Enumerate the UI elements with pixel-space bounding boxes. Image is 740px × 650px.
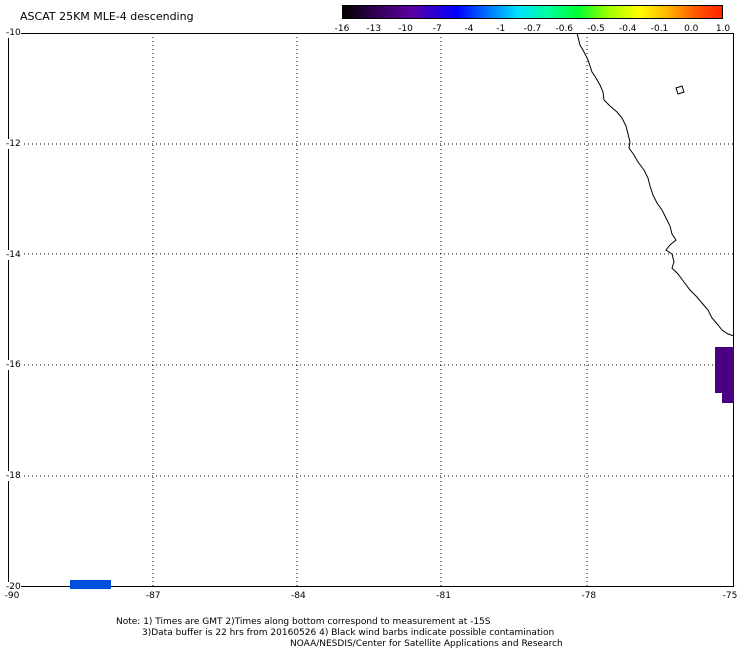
y-axis-tick-label: -14 (6, 249, 21, 260)
x-axis-tick-label: -81 (436, 591, 451, 601)
color-scale-tick-label: -0.1 (650, 24, 669, 34)
color-scale-tick-label: -0.6 (555, 24, 574, 34)
color-scale-bar (342, 5, 723, 19)
y-axis-tick-label: -20 (6, 582, 21, 592)
note-line-3: NOAA/NESDIS/Center for Satellite Applica… (290, 639, 563, 649)
color-scale-tick-label: -10 (398, 24, 413, 34)
gridlines (8, 33, 734, 587)
map-title: ASCAT 25KM MLE-4 descending (20, 10, 194, 23)
y-axis-tick-label: -16 (6, 360, 21, 371)
color-scale-tick-label: -0.4 (618, 24, 637, 34)
color-scale-tick-label: -16 (334, 24, 350, 34)
y-axis-tick-label: -12 (6, 138, 21, 149)
note-line-1: Note: 1) Times are GMT 2)Times along bot… (116, 617, 491, 627)
blue-marker (70, 580, 111, 589)
color-scale-tick-label: -7 (432, 24, 442, 34)
x-axis-tick-label: -87 (145, 591, 161, 601)
color-scale-tick-label: 0.0 (684, 24, 699, 34)
color-scale-tick-label: -0.7 (523, 24, 542, 34)
island (675, 85, 685, 95)
wind-data-patch (715, 347, 734, 403)
color-scale-tick-label: -4 (464, 24, 474, 34)
x-axis-tick-label: -84 (291, 591, 306, 601)
note-line-2: 3)Data buffer is 22 hrs from 20160526 4)… (142, 628, 555, 638)
color-scale-tick-label: 1.0 (715, 24, 731, 34)
x-axis-tick-label: -90 (4, 591, 20, 601)
coastline (576, 32, 735, 337)
color-scale-tick-label: -1 (496, 24, 506, 34)
x-axis-tick-label: -78 (581, 591, 597, 601)
color-scale-tick-label: -0.5 (587, 24, 605, 34)
y-axis-tick-label: -18 (6, 471, 21, 482)
map-plot-frame (8, 33, 734, 587)
y-axis-tick-label: -10 (6, 28, 21, 38)
color-scale-tick-label: -13 (366, 24, 382, 34)
x-axis-tick-label: -75 (722, 591, 738, 601)
